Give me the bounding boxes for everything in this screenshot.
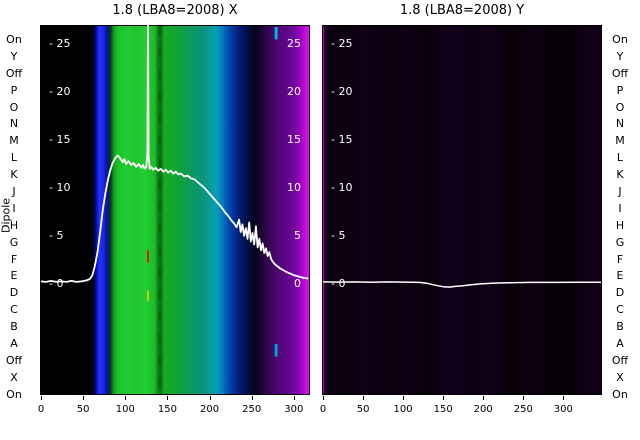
x-tick-label: 0 bbox=[319, 404, 327, 415]
dipole-label: On bbox=[612, 387, 628, 401]
x-tick-label: 150 bbox=[157, 404, 177, 415]
dipole-label: P bbox=[10, 83, 18, 97]
x-tick-label: 50 bbox=[356, 404, 370, 415]
dipole-label: On bbox=[612, 33, 628, 46]
dipole-label: Y bbox=[616, 49, 624, 63]
overlay-x bbox=[40, 18, 309, 394]
x-tick-label: 200 bbox=[473, 404, 493, 415]
x-tick-label: 100 bbox=[393, 404, 413, 415]
dipole-label: N bbox=[615, 117, 625, 131]
spectrum-line bbox=[322, 281, 601, 288]
dipole-label: J bbox=[12, 185, 16, 199]
x-tick-label: 300 bbox=[284, 404, 304, 415]
x-tick bbox=[83, 396, 85, 400]
dipole-label: G bbox=[9, 235, 19, 249]
dipole-label: Off bbox=[5, 353, 23, 367]
x-tick bbox=[293, 396, 295, 400]
x-tick-label: 150 bbox=[433, 404, 453, 415]
dipole-label: D bbox=[615, 286, 625, 300]
x-tick bbox=[209, 396, 211, 400]
dipole-label: Off bbox=[611, 66, 629, 80]
dipole-label: M bbox=[615, 134, 625, 148]
dipole-label: Y bbox=[10, 49, 18, 63]
dipole-label: O bbox=[9, 100, 19, 114]
x-tick-label: 200 bbox=[200, 404, 220, 415]
x-tick-label: 250 bbox=[513, 404, 533, 415]
spectrum-line bbox=[40, 18, 309, 283]
dipole-label: H bbox=[9, 218, 19, 232]
heatmap-y bbox=[323, 26, 601, 394]
dipole-axis-left: On Y Off P O N M L K J I H G F E D C B A Off X On bbox=[2, 25, 26, 401]
dipole-label: N bbox=[9, 117, 19, 131]
dipole-label: D bbox=[9, 286, 19, 300]
dipole-label: L bbox=[616, 151, 624, 165]
x-tick bbox=[563, 396, 565, 400]
dipole-label: F bbox=[616, 252, 624, 266]
panel-y-title: 1.8 (LBA8=2008) Y bbox=[399, 3, 525, 18]
heatmap-x bbox=[41, 26, 309, 394]
dipole-label: I bbox=[12, 201, 16, 215]
dipole-label: X bbox=[10, 370, 18, 384]
x-tick-label: 0 bbox=[37, 404, 45, 415]
dipole-label: X bbox=[616, 370, 624, 384]
x-tick bbox=[403, 396, 405, 400]
dipole-label: I bbox=[618, 201, 622, 215]
dipole-label: A bbox=[616, 337, 624, 351]
x-tick bbox=[323, 396, 324, 400]
overlay-y bbox=[322, 281, 601, 288]
x-tick bbox=[523, 396, 525, 400]
dipole-label: C bbox=[616, 303, 624, 317]
dipole-label: Off bbox=[5, 66, 23, 80]
dipole-label: G bbox=[615, 235, 625, 249]
x-tick bbox=[41, 396, 42, 400]
dipole-label: F bbox=[10, 252, 18, 266]
dipole-label: On bbox=[6, 33, 22, 46]
x-tick bbox=[167, 396, 169, 400]
dipole-label: O bbox=[615, 100, 625, 114]
panel-y-heatmap: - 25- 20- 15- 10- 5- 0 bbox=[322, 25, 602, 395]
dipole-label: P bbox=[616, 83, 624, 97]
dipole-label: Off bbox=[611, 353, 629, 367]
dipole-label: J bbox=[618, 185, 622, 199]
dipole-label: C bbox=[10, 303, 18, 317]
dipole-label: K bbox=[10, 168, 18, 182]
dipole-label: B bbox=[616, 320, 624, 334]
x-tick-label: 300 bbox=[553, 404, 573, 415]
x-tick bbox=[125, 396, 127, 400]
x-tick bbox=[363, 396, 365, 400]
dipole-label: On bbox=[6, 387, 22, 401]
dipole-label: A bbox=[10, 337, 18, 351]
x-tick bbox=[483, 396, 485, 400]
x-tick-label: 100 bbox=[115, 404, 135, 415]
x-tick bbox=[443, 396, 445, 400]
dipole-label: L bbox=[10, 151, 18, 165]
x-tick-label: 250 bbox=[242, 404, 262, 415]
dipole-axis-right: On Y Off P O N M L K J I H G F E D C B A Off X On bbox=[608, 25, 632, 401]
dipole-label: E bbox=[10, 269, 18, 283]
dipole-label: H bbox=[615, 218, 625, 232]
dipole-label: B bbox=[10, 320, 18, 334]
dipole-label: M bbox=[9, 134, 19, 148]
dipole-label: K bbox=[616, 168, 624, 182]
x-tick bbox=[251, 396, 253, 400]
dipole-label: E bbox=[616, 269, 624, 283]
panel-x-title: 1.8 (LBA8=2008) X bbox=[112, 3, 238, 18]
x-tick-label: 50 bbox=[76, 404, 90, 415]
